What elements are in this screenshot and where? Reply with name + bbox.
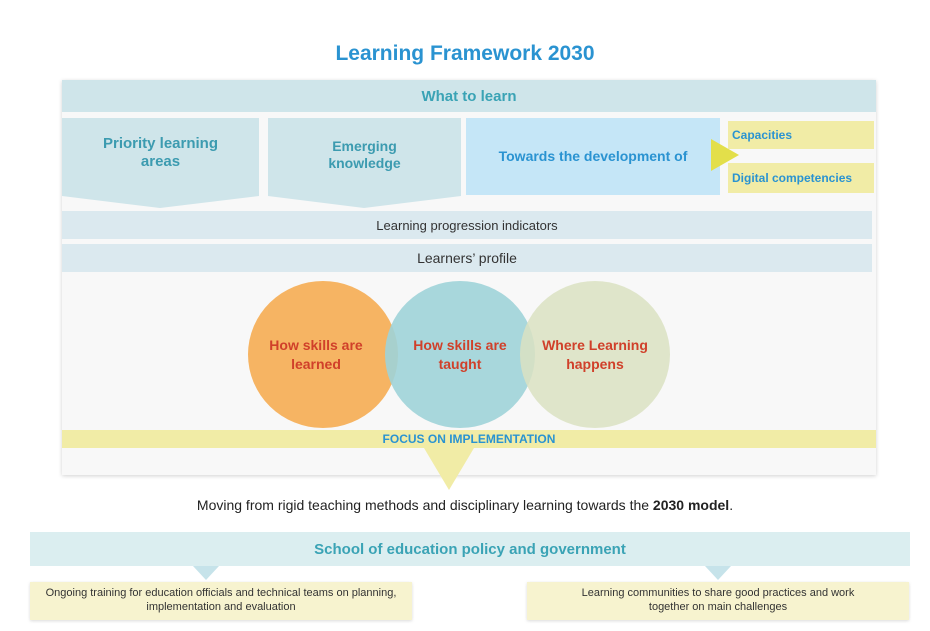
emerging-knowledge-box: Emerging knowledge bbox=[268, 118, 461, 208]
progression-bar: Learning progression indicators bbox=[62, 211, 872, 239]
school-bar: School of education policy and governmen… bbox=[30, 532, 910, 566]
focus-bar: FOCUS ON IMPLEMENTATION bbox=[62, 430, 876, 448]
down-arrow-left-icon bbox=[193, 566, 219, 580]
circle-how-learned: How skills are learned bbox=[248, 281, 398, 428]
priority-areas-shape bbox=[62, 118, 259, 208]
circle-how-taught: How skills are taught bbox=[385, 281, 535, 428]
capacities-box: Capacities bbox=[728, 121, 874, 149]
arrow-right-icon bbox=[711, 139, 739, 171]
priority-areas-box: Priority learning areas bbox=[62, 118, 259, 208]
profile-bar: Learners’ profile bbox=[62, 244, 872, 272]
emerging-knowledge-shape bbox=[268, 118, 461, 208]
note-communities: Learning communities to share good pract… bbox=[527, 582, 909, 620]
towards-box: Towards the development of bbox=[466, 118, 720, 195]
moving-bold: 2030 model bbox=[652, 497, 730, 513]
page-title: Learning Framework 2030 bbox=[335, 42, 595, 65]
moving-prefix: Moving from rigid teaching methods and d… bbox=[196, 497, 653, 513]
emerging-knowledge-label: Emerging knowledge bbox=[328, 138, 401, 171]
focus-label: FOCUS ON IMPLEMENTATION bbox=[382, 432, 556, 446]
note-training: Ongoing training for education officials… bbox=[30, 582, 412, 620]
priority-areas-label: Priority learning areas bbox=[102, 135, 219, 170]
moving-statement: Moving from rigid teaching methods and d… bbox=[0, 497, 930, 513]
what-to-learn-header: What to learn bbox=[62, 80, 876, 112]
circle-where-learning: Where Learning happens bbox=[520, 281, 670, 428]
moving-suffix: . bbox=[729, 497, 734, 513]
down-arrow-icon bbox=[424, 448, 474, 490]
digital-competencies-box: Digital competencies bbox=[728, 163, 874, 193]
down-arrow-right-icon bbox=[705, 566, 731, 580]
school-label: School of education policy and governmen… bbox=[314, 540, 626, 558]
